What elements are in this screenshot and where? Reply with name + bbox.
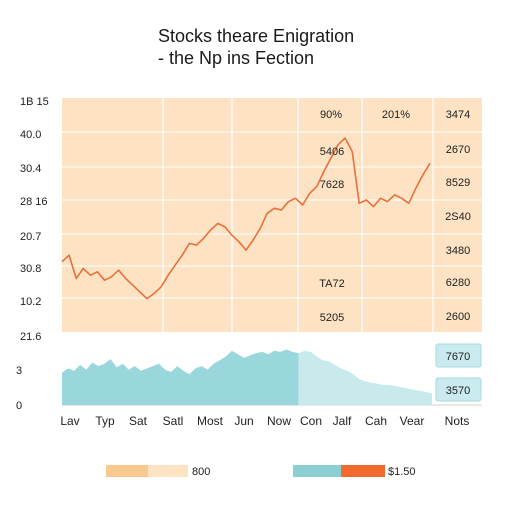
chart-subtitle: - the Np ins Fection <box>158 48 315 68</box>
x-tick-label: Satl <box>163 414 184 428</box>
area-series-main <box>62 349 299 405</box>
right-value-box <box>435 343 482 368</box>
y-tick-label: 30.8 <box>20 263 41 275</box>
y-tick-label: 10.2 <box>20 296 41 308</box>
x-tick-label: Now <box>267 414 291 428</box>
y-tick-label: 1B 15 <box>20 96 49 108</box>
upper-band <box>62 98 482 332</box>
label-layer: 1B 15 40.0 30.4 28 16 20.7 30.8 10.2 21.6 3 0 Lav T… <box>16 96 482 428</box>
legend-label: 800 <box>192 466 210 478</box>
legend-swatch <box>341 465 385 477</box>
inner-annotation: 201% <box>382 109 410 121</box>
x-tick-label: Vear <box>400 414 425 428</box>
x-tick-label: Sat <box>129 414 148 428</box>
inner-annotation: 7628 <box>320 179 344 191</box>
y-tick-label: 20.7 <box>20 231 41 243</box>
x-tick-label: Jun <box>234 414 253 428</box>
legend-swatch <box>106 465 148 477</box>
x-tick-label: Most <box>197 414 224 428</box>
background-layer <box>62 98 482 405</box>
right-axis-label: 2670 <box>446 144 470 156</box>
x-tick-label: Con <box>300 414 322 428</box>
x-tick-label: Nots <box>445 414 470 428</box>
y-tick-label: 28 16 <box>20 196 48 208</box>
right-axis-label: 8529 <box>446 177 470 189</box>
right-axis-label: 2S40 <box>445 211 471 223</box>
inner-annotation: 5205 <box>320 312 344 324</box>
y-tick-label: 3 <box>16 365 22 377</box>
y-tick-label: 0 <box>16 400 22 412</box>
line-series <box>61 137 431 300</box>
inner-annotation: 5406 <box>320 146 344 158</box>
right-box-label: 7670 <box>446 351 470 363</box>
x-tick-label: Jalf <box>333 414 352 428</box>
right-box-label: 3570 <box>446 385 470 397</box>
x-tick-label: Lav <box>60 414 79 428</box>
inner-annotation: TA72 <box>319 278 344 290</box>
right-axis-label: 3480 <box>446 245 470 257</box>
area-series-light <box>298 350 432 405</box>
y-tick-label: 30.4 <box>20 163 41 175</box>
right-axis-label: 3474 <box>446 109 470 121</box>
legend-label: $1.50 <box>388 466 416 478</box>
y-tick-label: 21.6 <box>20 331 41 343</box>
legend-swatch <box>293 465 341 477</box>
legend-swatch <box>148 465 188 477</box>
right-value-box <box>435 377 482 402</box>
y-tick-label: 40.0 <box>20 129 41 141</box>
inner-annotation: 90% <box>320 109 342 121</box>
x-tick-label: Cah <box>365 414 387 428</box>
x-tick-label: Typ <box>95 414 115 428</box>
right-axis-label: 2600 <box>446 311 470 323</box>
legend-layer: 800 $1.50 <box>106 465 416 478</box>
area-layer <box>62 349 432 405</box>
chart-title: Stocks theare Enigration <box>158 26 355 46</box>
right-axis-label: 6280 <box>446 277 470 289</box>
line-layer <box>61 137 431 300</box>
